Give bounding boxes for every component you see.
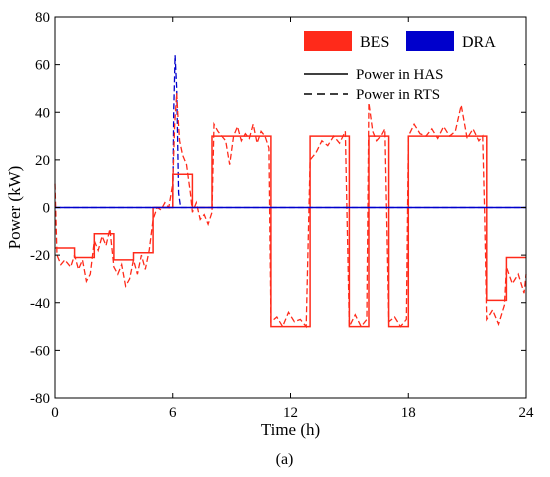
y-tick-label: -20 bbox=[30, 248, 50, 264]
x-tick-label: 12 bbox=[283, 405, 298, 421]
y-tick-label: -80 bbox=[30, 391, 50, 407]
legend-label-dra: DRA bbox=[462, 34, 496, 51]
y-tick-label: 20 bbox=[35, 153, 50, 169]
legend-line-label-dashed: Power in RTS bbox=[356, 87, 440, 103]
legend: BES DRA Power in HAS Power in RTS bbox=[298, 22, 524, 104]
series-bes-rts bbox=[54, 93, 527, 329]
figure-caption: (a) bbox=[276, 451, 294, 468]
legend-items: BES DRA Power in HAS Power in RTS bbox=[304, 31, 496, 103]
x-axis-label: Time (h) bbox=[261, 420, 320, 439]
x-tick-label: 6 bbox=[169, 405, 177, 421]
y-tick-label: 80 bbox=[35, 10, 50, 26]
x-tick-label: 18 bbox=[401, 405, 416, 421]
y-tick-label: 40 bbox=[35, 105, 50, 121]
legend-label-bes: BES bbox=[360, 34, 389, 51]
ticks-layer: 0 6 12 18 24 -80 -60 -40 -20 0 20 40 60 80 bbox=[30, 10, 534, 421]
series-bes-has bbox=[55, 135, 526, 328]
series-layer bbox=[54, 55, 527, 329]
legend-patch-dra bbox=[406, 31, 454, 51]
y-tick-label: -40 bbox=[30, 296, 50, 312]
y-axis-label: Power (kW) bbox=[5, 166, 24, 250]
legend-line-label-solid: Power in HAS bbox=[356, 67, 444, 83]
x-tick-label: 24 bbox=[519, 405, 535, 421]
legend-patch-bes bbox=[304, 31, 352, 51]
x-tick-label: 0 bbox=[51, 405, 59, 421]
y-tick-label: 60 bbox=[35, 58, 50, 74]
y-tick-label: 0 bbox=[43, 201, 51, 217]
y-tick-label: -60 bbox=[30, 343, 50, 359]
